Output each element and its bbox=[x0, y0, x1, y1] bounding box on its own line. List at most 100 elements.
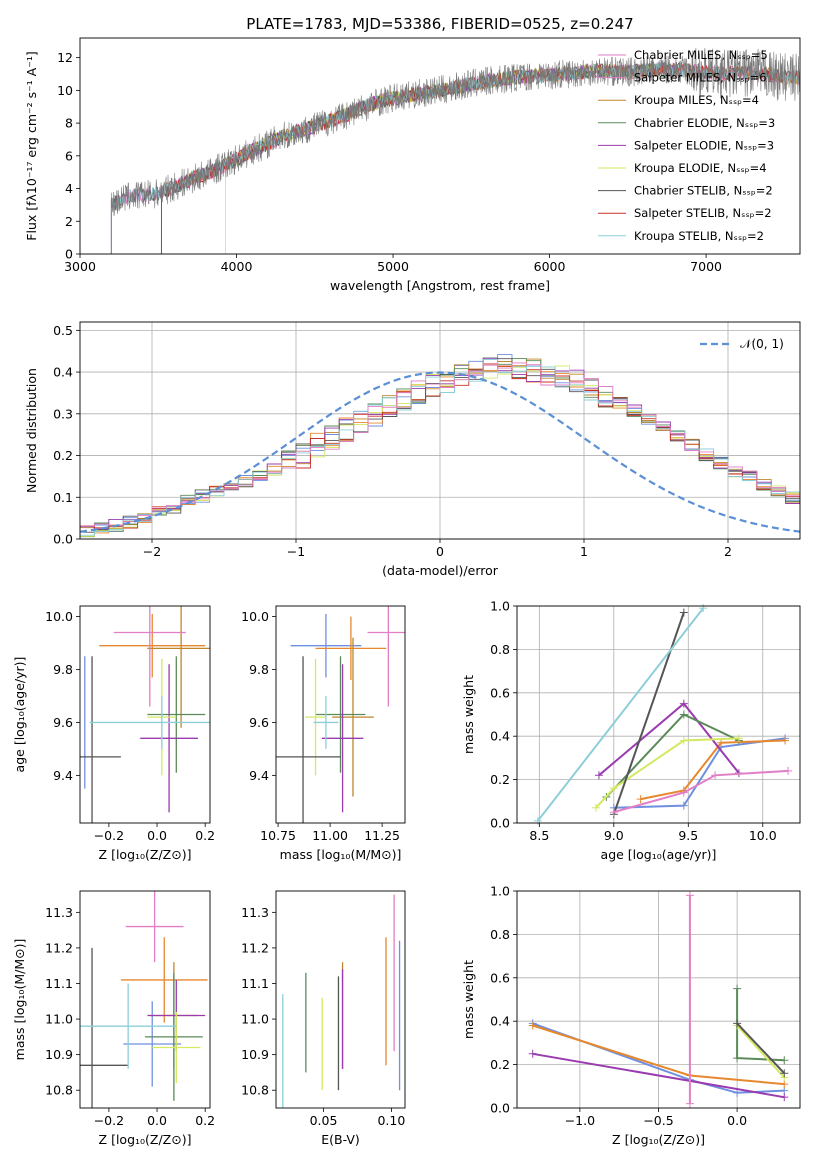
x-tick-label: 10.75 bbox=[260, 828, 296, 843]
x-tick-label: 0 bbox=[436, 544, 444, 559]
y-tick-label: 10.0 bbox=[241, 609, 269, 624]
x-tick-label: 0.0 bbox=[727, 1113, 747, 1128]
y-tick-label: 9.4 bbox=[249, 768, 269, 783]
legend-label: Chabrier ELODIE, Nₛₛₚ=3 bbox=[634, 116, 775, 130]
y-tick-label: 0.2 bbox=[53, 448, 73, 463]
y-tick-label: 9.6 bbox=[249, 715, 269, 730]
y-tick-label: 9.6 bbox=[53, 715, 73, 730]
x-axis-label: (data-model)/error bbox=[382, 563, 499, 578]
legend-label: Chabrier STELIB, Nₛₛₚ=2 bbox=[634, 184, 773, 198]
weight-series-line bbox=[532, 1052, 785, 1099]
y-tick-label: 0.4 bbox=[490, 1014, 510, 1029]
residual-histogram bbox=[80, 359, 800, 539]
x-tick-label: 9.5 bbox=[678, 828, 698, 843]
x-tick-label: 1 bbox=[580, 544, 588, 559]
y-tick-label: 0 bbox=[65, 247, 73, 262]
y-tick-label: 11.1 bbox=[241, 976, 269, 991]
legend-label: Kroupa ELODIE, Nₛₛₚ=4 bbox=[634, 161, 767, 175]
y-tick-label: 10.0 bbox=[45, 609, 73, 624]
axes-frame bbox=[275, 605, 406, 824]
y-tick-label: 0.0 bbox=[490, 816, 510, 831]
x-tick-label: 11.25 bbox=[364, 828, 400, 843]
y-tick-label: 0.6 bbox=[490, 685, 510, 700]
axes-frame bbox=[516, 890, 801, 1109]
legend-label: Kroupa STELIB, Nₛₛₚ=2 bbox=[634, 229, 764, 243]
axes-frame bbox=[79, 321, 801, 540]
y-tick-label: 0.4 bbox=[53, 365, 73, 380]
x-tick-label: 0.10 bbox=[377, 1113, 405, 1128]
x-axis-label: E(B-V) bbox=[321, 1132, 360, 1147]
y-tick-label: 0.8 bbox=[490, 927, 510, 942]
y-tick-label: 6 bbox=[65, 148, 73, 163]
x-tick-label: 0.2 bbox=[195, 1113, 215, 1128]
x-tick-label: 2 bbox=[724, 544, 732, 559]
y-tick-label: 0.1 bbox=[53, 490, 73, 505]
legend-label: 𝒩(0, 1) bbox=[740, 337, 784, 351]
y-tick-label: 0.2 bbox=[490, 772, 510, 787]
y-axis-label: Normed distribution bbox=[24, 368, 39, 493]
x-axis-label: age [log₁₀(age/yr)] bbox=[601, 847, 717, 862]
x-tick-label: −0.2 bbox=[94, 1113, 124, 1128]
y-axis-label: mass [log₁₀(M/M⊙)] bbox=[12, 939, 27, 1061]
x-tick-label: 6000 bbox=[534, 259, 566, 274]
y-tick-label: 11.2 bbox=[241, 940, 269, 955]
y-tick-label: 11.3 bbox=[45, 905, 73, 920]
spectrum-plot-area bbox=[110, 47, 800, 254]
y-tick-label: 9.8 bbox=[53, 662, 73, 677]
y-tick-label: 1.0 bbox=[490, 884, 510, 899]
x-axis-label: Z [log₁₀(Z/Z⊙)] bbox=[99, 847, 192, 862]
weight-plot-area bbox=[528, 891, 789, 1108]
weight-series-line bbox=[736, 1024, 786, 1079]
y-axis-label: age [log₁₀(age/yr)] bbox=[12, 657, 27, 773]
x-tick-label: −0.5 bbox=[643, 1113, 673, 1128]
axes-frame bbox=[275, 890, 406, 1109]
x-tick-label: −1 bbox=[287, 544, 305, 559]
x-tick-label: −0.2 bbox=[94, 828, 124, 843]
x-axis-label: mass [log₁₀(M/M⊙)] bbox=[280, 847, 402, 862]
weight-series-line bbox=[537, 607, 704, 822]
x-tick-label: 7000 bbox=[690, 259, 722, 274]
weight-series-line bbox=[532, 1022, 785, 1094]
legend-label: Chabrier MILES, Nₛₛₚ=5 bbox=[634, 48, 768, 62]
y-tick-label: 0.2 bbox=[490, 1057, 510, 1072]
y-tick-label: 11.2 bbox=[45, 940, 73, 955]
y-tick-label: 0.8 bbox=[490, 642, 510, 657]
errorbar-plot-area bbox=[282, 894, 401, 1108]
legend-label: Salpeter MILES, Nₛₛₚ=6 bbox=[634, 71, 767, 85]
x-axis-label: wavelength [Angstrom, rest frame] bbox=[330, 278, 550, 293]
y-tick-label: 0.6 bbox=[490, 970, 510, 985]
y-tick-label: 1.0 bbox=[490, 599, 510, 614]
model-spectrum-line bbox=[110, 62, 800, 254]
y-axis-label: mass weight bbox=[461, 675, 476, 754]
axes-frame bbox=[79, 890, 211, 1109]
x-tick-label: 3000 bbox=[64, 259, 96, 274]
legend-label: Salpeter ELODIE, Nₛₛₚ=3 bbox=[634, 138, 774, 152]
errorbar-plot-area bbox=[80, 606, 210, 823]
y-axis-label: Flux [fλ10⁻¹⁷ erg cm⁻² s⁻¹ A⁻¹] bbox=[24, 51, 39, 240]
weight-series-line bbox=[736, 1022, 786, 1074]
weight-series-line bbox=[612, 612, 685, 815]
y-tick-label: 4 bbox=[65, 181, 73, 196]
y-tick-label: 10.9 bbox=[241, 1047, 269, 1062]
x-tick-label: −2 bbox=[143, 544, 161, 559]
y-tick-label: 11.0 bbox=[241, 1012, 269, 1027]
x-tick-label: 11.00 bbox=[312, 828, 348, 843]
axes-frame bbox=[79, 605, 211, 824]
weight-series-line bbox=[595, 737, 739, 809]
errorbar-plot-area bbox=[276, 606, 405, 823]
y-tick-label: 11.0 bbox=[45, 1012, 73, 1027]
legend-label: Kroupa MILES, Nₛₛₚ=4 bbox=[634, 93, 759, 107]
y-tick-label: 10.8 bbox=[241, 1083, 269, 1098]
legend-label: Salpeter STELIB, Nₛₛₚ=2 bbox=[634, 206, 772, 220]
weight-series-line bbox=[613, 769, 789, 814]
errorbar-plot-area bbox=[80, 891, 208, 1108]
y-tick-label: 11.1 bbox=[45, 976, 73, 991]
weight-series-line bbox=[640, 739, 786, 801]
x-tick-label: 9.0 bbox=[604, 828, 624, 843]
y-tick-label: 0.4 bbox=[490, 729, 510, 744]
x-tick-label: 0.0 bbox=[147, 1113, 167, 1128]
x-tick-label: 0.0 bbox=[147, 828, 167, 843]
y-tick-label: 10.9 bbox=[45, 1047, 73, 1062]
axes-frame bbox=[79, 37, 801, 255]
